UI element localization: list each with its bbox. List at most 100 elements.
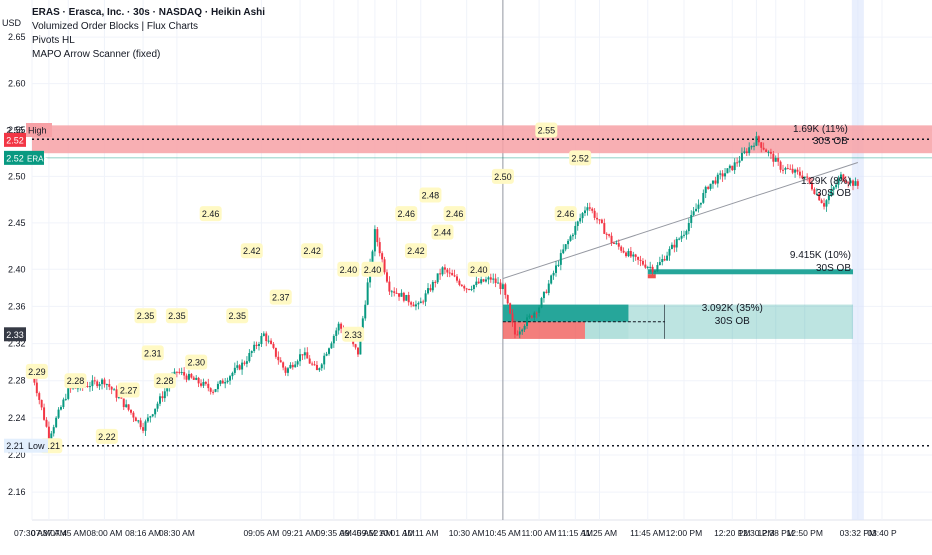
candle-body xyxy=(419,301,422,304)
candle-body xyxy=(113,389,116,391)
candle-body xyxy=(59,407,62,410)
candle-body xyxy=(337,323,340,331)
order-block-tag: 30S OB xyxy=(816,188,851,199)
candle-body xyxy=(545,291,548,293)
candle-body xyxy=(593,210,596,218)
candle-body xyxy=(390,291,393,293)
x-tick-label: 09:05 AM xyxy=(243,528,279,538)
symbol-title: ERAS · Erasca, Inc. · 30s · NASDAQ · Hei… xyxy=(32,7,266,18)
candle-body xyxy=(151,414,154,417)
indicator-mapo[interactable]: MAPO Arrow Scanner (fixed) xyxy=(32,49,161,60)
candle-body xyxy=(250,351,253,354)
candle-body xyxy=(265,333,268,342)
candle-body xyxy=(274,347,277,357)
candle-body xyxy=(820,200,823,204)
pivot-label-bg xyxy=(342,326,365,342)
candle-body xyxy=(436,273,439,283)
candle-body xyxy=(62,399,65,408)
pivot-label-bg xyxy=(301,243,324,259)
candle-body xyxy=(762,147,765,150)
candle-body xyxy=(101,379,104,385)
candle-body xyxy=(229,376,232,381)
candle-body xyxy=(574,225,577,235)
candle-body xyxy=(38,393,41,400)
candle-body xyxy=(76,388,79,390)
candle-body xyxy=(453,275,456,277)
x-tick-label: 10:30 AM xyxy=(449,528,485,538)
candle-body xyxy=(354,344,357,348)
pivot-label: 2.27 xyxy=(120,386,138,396)
candle-body xyxy=(658,262,661,266)
candle-body xyxy=(108,384,111,387)
current-bar-highlight xyxy=(851,0,864,520)
candle-body xyxy=(842,174,845,181)
candle-body xyxy=(629,251,632,257)
candle-body xyxy=(656,265,659,272)
candle-body xyxy=(856,181,859,186)
candle-body xyxy=(236,365,239,368)
y-tick-label: 2.60 xyxy=(8,79,26,89)
candle-body xyxy=(634,254,637,257)
candle-body xyxy=(596,217,599,220)
order-block-volume: 9.415K (10%) xyxy=(790,250,851,261)
candle-body xyxy=(306,352,309,359)
candle-body xyxy=(381,253,384,260)
candle-body xyxy=(753,145,756,147)
candle-body xyxy=(130,409,133,413)
x-tick-label: 11:15 AM xyxy=(558,528,593,538)
candle-body xyxy=(410,302,413,305)
y-tick-label: 2.50 xyxy=(8,171,26,181)
x-tick-label: 12:38 PM xyxy=(758,528,794,538)
candle-body xyxy=(772,153,775,162)
y-tick-label: 2.55 xyxy=(8,125,26,135)
candle-body xyxy=(625,252,628,257)
candle-body xyxy=(475,281,478,285)
candle-body xyxy=(93,380,96,382)
candle-body xyxy=(494,278,497,284)
candle-body xyxy=(622,250,625,253)
candle-body xyxy=(600,219,603,224)
candle-body xyxy=(55,417,58,428)
candle-body xyxy=(847,182,850,184)
pivot-label: 2.40 xyxy=(470,265,488,275)
candle-body xyxy=(134,417,137,422)
candle-body xyxy=(427,288,430,294)
bull-order-block-lower-top xyxy=(502,304,629,322)
candle-body xyxy=(755,136,758,146)
candle-body xyxy=(579,218,582,222)
indicator-pivots[interactable]: Pivots HL xyxy=(32,35,75,46)
candle-body xyxy=(376,229,379,243)
candle-body xyxy=(586,207,589,211)
candle-body xyxy=(504,284,507,296)
candle-body xyxy=(233,367,236,373)
x-tick-label: 11:45 AM xyxy=(630,528,665,538)
candle-body xyxy=(117,396,120,398)
bull-order-block-marker xyxy=(647,274,656,279)
candle-body xyxy=(224,382,227,384)
candle-body xyxy=(598,219,601,221)
candle-body xyxy=(125,404,128,408)
candle-body xyxy=(552,272,555,276)
candle-body xyxy=(654,271,657,273)
candle-body xyxy=(446,269,449,273)
candle-body xyxy=(663,259,666,261)
candle-body xyxy=(35,382,38,394)
pivot-label-bg xyxy=(404,243,427,259)
candle-body xyxy=(680,235,683,239)
candle-body xyxy=(472,284,475,290)
candle-body xyxy=(88,386,91,388)
candle-body xyxy=(144,421,147,431)
candle-body xyxy=(521,329,524,332)
candle-body xyxy=(518,331,521,335)
indicator-order-blocks[interactable]: Volumized Order Blocks | Flux Charts xyxy=(32,21,198,32)
candle-body xyxy=(709,183,712,189)
candle-body xyxy=(301,354,304,356)
candle-body xyxy=(617,243,620,247)
candle-body xyxy=(748,147,751,154)
candle-body xyxy=(542,291,545,299)
candle-body xyxy=(468,289,471,291)
trend-line xyxy=(502,162,859,280)
x-tick-label: 03:40 P xyxy=(867,528,897,538)
